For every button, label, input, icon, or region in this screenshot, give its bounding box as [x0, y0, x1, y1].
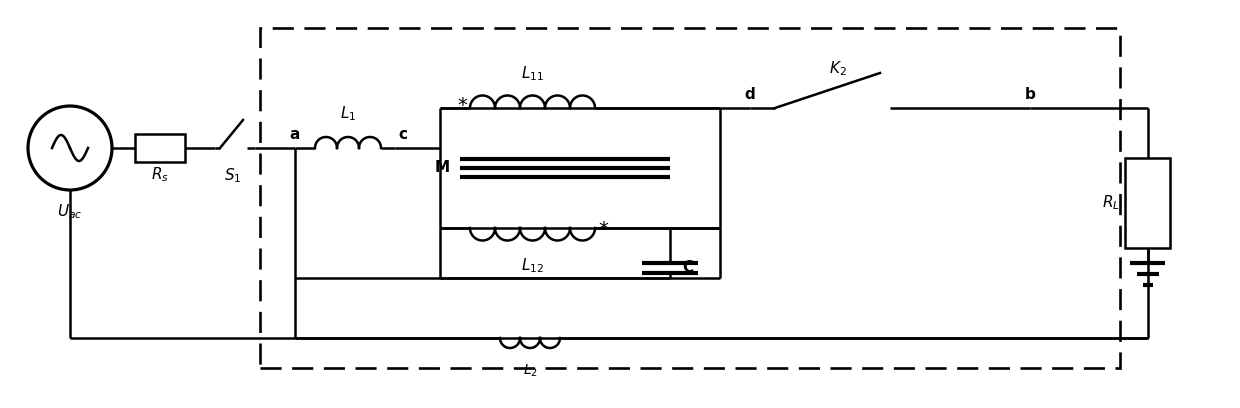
Text: $U_{ac}$: $U_{ac}$ — [57, 202, 83, 221]
Text: *: * — [458, 97, 467, 115]
Text: M: M — [435, 160, 450, 175]
Text: c: c — [398, 127, 407, 142]
Bar — [1125, 158, 1171, 248]
Text: d: d — [745, 87, 755, 102]
Text: $S_1$: $S_1$ — [224, 166, 242, 185]
Text: $R_L$: $R_L$ — [1102, 194, 1120, 212]
Text: $K_2$: $K_2$ — [828, 59, 847, 78]
Text: b: b — [1024, 87, 1035, 102]
Text: C: C — [682, 260, 693, 275]
Text: *: * — [598, 220, 608, 239]
Text: a: a — [290, 127, 300, 142]
Bar — [135, 134, 185, 162]
Text: $R_s$: $R_s$ — [151, 165, 169, 184]
Bar — [260, 28, 1120, 368]
Text: $L_{12}$: $L_{12}$ — [521, 256, 544, 275]
Text: $L_{11}$: $L_{11}$ — [521, 64, 544, 83]
Text: $L_1$: $L_1$ — [340, 104, 356, 123]
Text: $L_2$: $L_2$ — [522, 363, 537, 379]
